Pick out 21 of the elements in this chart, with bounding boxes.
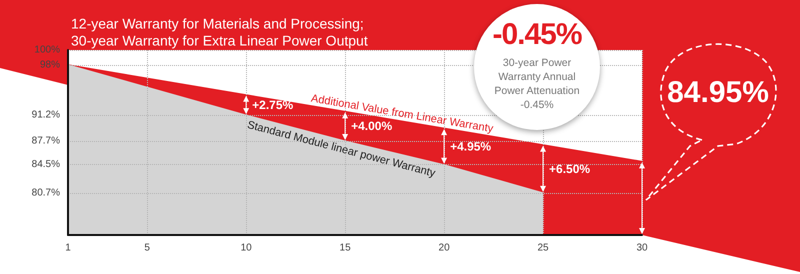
y-tick-label: 80.7% bbox=[32, 187, 60, 198]
annotation: -0.45% bbox=[491, 18, 583, 52]
x-tick-label: 25 bbox=[537, 242, 550, 254]
y-tick-label: 87.7% bbox=[32, 136, 60, 147]
x-tick-label: 15 bbox=[340, 242, 352, 254]
x-tick-label: 10 bbox=[240, 242, 252, 254]
y-tick-label: 100% bbox=[34, 44, 60, 56]
annotation: 30-year Power Warranty Annual Power Attenuation -0.45% bbox=[494, 57, 580, 111]
annotation: +2.75% bbox=[252, 98, 294, 112]
y-tick-label: 98% bbox=[40, 59, 60, 70]
annotation: +4.95% bbox=[450, 139, 492, 154]
chart-title: 12-year Warranty for Materials and Processing; 30-year Warranty for Extra Linear Power Output bbox=[71, 16, 368, 48]
x-tick-label: 30 bbox=[636, 242, 648, 254]
x-tick-label: 20 bbox=[438, 242, 450, 254]
x-tick-label: 1 bbox=[65, 242, 72, 254]
annotation: 84.95% bbox=[666, 76, 770, 110]
annotation: +6.50% bbox=[549, 162, 590, 176]
annotation: +4.00% bbox=[351, 119, 392, 134]
x-tick-label: 5 bbox=[144, 242, 150, 254]
y-tick-label: 84.5% bbox=[32, 159, 60, 170]
y-tick-label: 91.2% bbox=[32, 110, 60, 121]
